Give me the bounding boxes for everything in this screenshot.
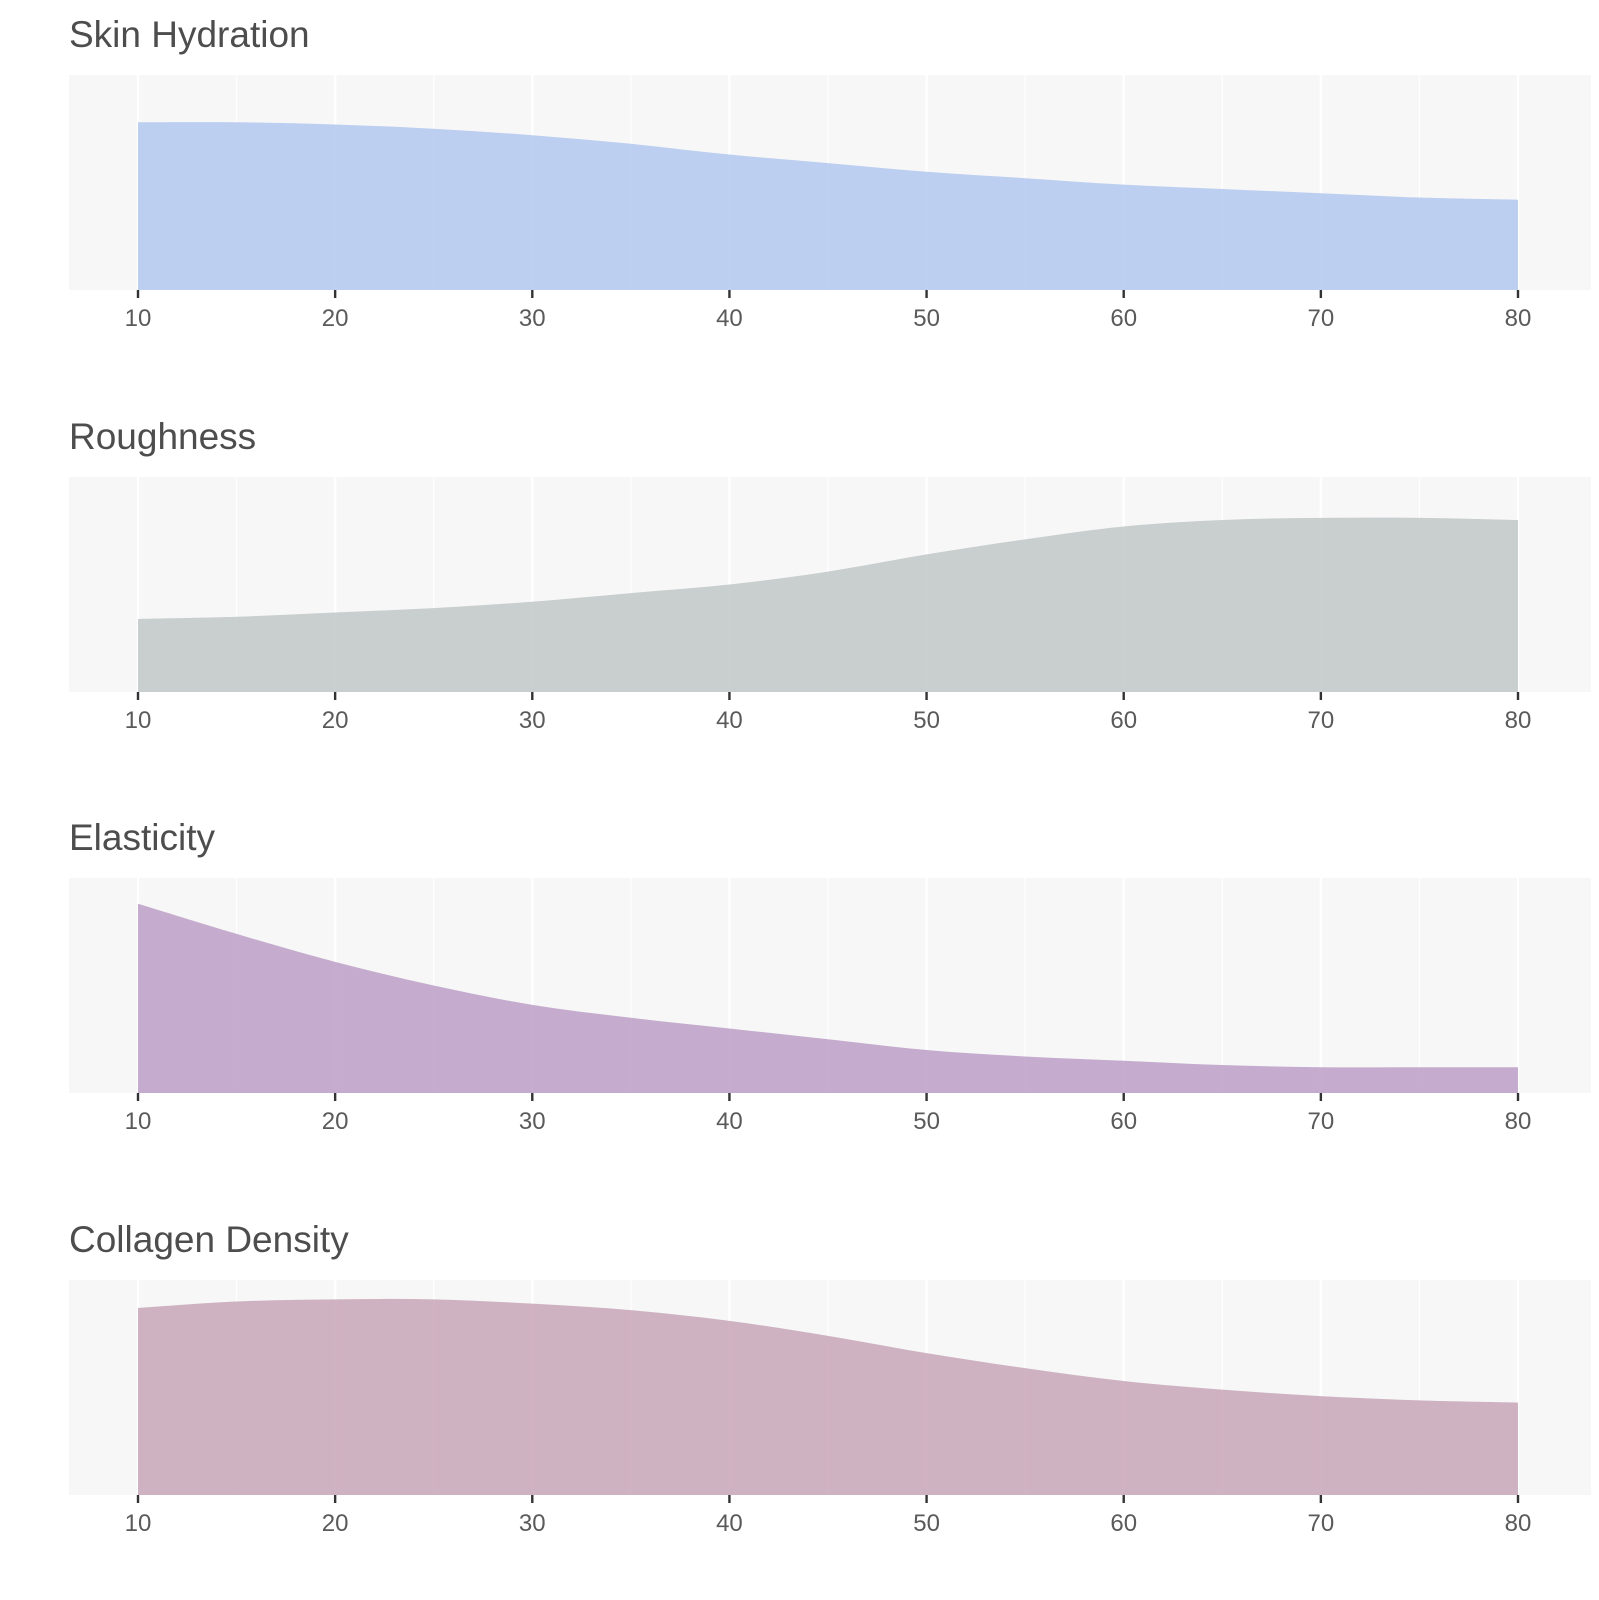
x-tick-label: 20 [322,707,349,734]
x-tick-label: 40 [716,707,743,734]
x-tick-label: 30 [519,1108,546,1135]
chart-title-elasticity: Elasticity [69,817,215,858]
chart-title-skin-hydration: Skin Hydration [69,14,310,55]
x-tick-label: 40 [716,1108,743,1135]
chart-collagen-density: 10 20 30 40 50 60 70 80 [69,1280,1591,1537]
area-series-elasticity [138,903,1518,1093]
x-tick-label: 30 [519,305,546,332]
x-tick-label: 10 [125,1510,152,1537]
x-tick-label: 80 [1505,1108,1532,1135]
area-series-skin-hydration [138,122,1518,290]
x-tick-label: 30 [519,707,546,734]
x-tick-label: 50 [913,707,940,734]
x-tick-label: 70 [1308,1510,1335,1537]
x-tick-label: 30 [519,1510,546,1537]
x-tick-label: 80 [1505,305,1532,332]
x-tick-label: 10 [125,707,152,734]
x-tick-label: 10 [125,1108,152,1135]
area-series-collagen-density [138,1298,1518,1495]
x-tick-label: 50 [913,1510,940,1537]
x-tick-label: 20 [322,1510,349,1537]
x-tick-label: 50 [913,305,940,332]
x-tick-label: 40 [716,305,743,332]
area-series-roughness [138,517,1518,692]
x-tick-label: 80 [1505,1510,1532,1537]
x-tick-label: 60 [1110,1108,1137,1135]
x-tick-label: 20 [322,305,349,332]
chart-title-roughness: Roughness [69,416,257,457]
x-tick-label: 70 [1308,1108,1335,1135]
chart-skin-hydration: 10 20 30 40 50 60 70 80 [69,75,1591,332]
x-tick-label: 60 [1110,707,1137,734]
x-tick-label: 70 [1308,305,1335,332]
x-tick-label: 70 [1308,707,1335,734]
x-tick-label: 60 [1110,305,1137,332]
x-tick-label: 20 [322,1108,349,1135]
x-tick-label: 60 [1110,1510,1137,1537]
chart-elasticity: 10 20 30 40 50 60 70 80 [69,878,1591,1135]
x-tick-label: 80 [1505,707,1532,734]
chart-title-collagen-density: Collagen Density [69,1219,349,1260]
x-tick-label: 50 [913,1108,940,1135]
x-tick-label: 40 [716,1510,743,1537]
x-tick-label: 10 [125,305,152,332]
chart-roughness: 10 20 30 40 50 60 70 80 [69,477,1591,734]
